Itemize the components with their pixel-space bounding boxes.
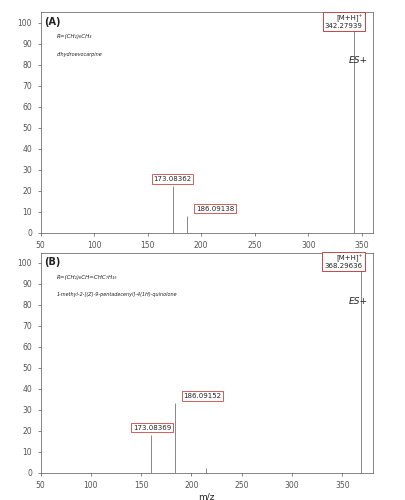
Text: 173.08362: 173.08362 — [153, 176, 192, 182]
Text: 186.09138: 186.09138 — [196, 206, 234, 212]
Text: R=(CH₂)₆CH=CHC₇H₁₅: R=(CH₂)₆CH=CHC₇H₁₅ — [57, 274, 118, 280]
Text: 1-methyl-2-[(Z)-9-pentadecenyl]-4(1H)-quinolone: 1-methyl-2-[(Z)-9-pentadecenyl]-4(1H)-qu… — [57, 292, 178, 297]
Text: [M+H]⁺
368.29636: [M+H]⁺ 368.29636 — [324, 254, 362, 269]
Text: (A): (A) — [44, 17, 60, 27]
X-axis label: m/z: m/z — [198, 492, 215, 500]
Text: dihydroevocarpine: dihydroevocarpine — [57, 52, 103, 57]
Text: [M+H]⁺
342.27939: [M+H]⁺ 342.27939 — [325, 14, 362, 29]
Text: ES+: ES+ — [349, 296, 368, 306]
Text: (B): (B) — [44, 257, 60, 267]
Text: R=(CH₂)₆CH₃: R=(CH₂)₆CH₃ — [57, 34, 93, 40]
Text: 173.08369: 173.08369 — [133, 424, 171, 430]
X-axis label: m/z: m/z — [198, 252, 215, 262]
Text: 186.09152: 186.09152 — [183, 393, 222, 399]
Text: ES+: ES+ — [349, 56, 368, 66]
